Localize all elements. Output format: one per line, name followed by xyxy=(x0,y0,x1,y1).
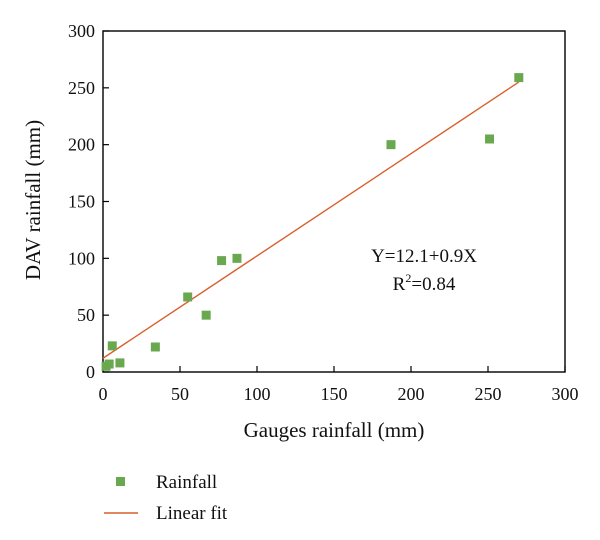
plot-frame xyxy=(102,30,566,373)
legend-marker-rainfall xyxy=(116,477,125,486)
points-layer xyxy=(101,73,524,371)
r2-annotation: R2=0.84 xyxy=(393,271,456,295)
equation-annotation: Y=12.1+0.9X xyxy=(371,246,477,267)
data-point xyxy=(107,341,117,351)
y-tick-label: 200 xyxy=(68,135,95,155)
data-point xyxy=(232,253,242,263)
y-tick-label: 250 xyxy=(68,78,95,98)
r2-superscript: 2 xyxy=(405,271,411,285)
r2-suffix: =0.84 xyxy=(411,274,455,295)
data-point xyxy=(150,342,160,352)
data-point xyxy=(386,140,396,150)
y-axis-ticks: 0 50 100 150 200 250 300 xyxy=(68,21,109,382)
y-axis-title: DAV rainfall (mm) xyxy=(21,120,45,280)
data-point xyxy=(104,359,114,369)
legend-label-linear-fit: Linear fit xyxy=(156,503,228,524)
data-point xyxy=(485,134,495,144)
data-point xyxy=(217,256,227,266)
plot-area-border xyxy=(102,30,566,373)
x-tick-label: 100 xyxy=(244,384,271,404)
x-tick-label: 250 xyxy=(475,384,502,404)
data-point xyxy=(183,292,193,302)
y-tick-label: 100 xyxy=(68,248,95,268)
x-tick-label: 200 xyxy=(398,384,425,404)
x-axis-ticks: 0 50 100 150 200 250 300 xyxy=(99,366,579,404)
y-tick-label: 150 xyxy=(68,192,95,212)
x-tick-label: 150 xyxy=(321,384,348,404)
x-tick-label: 300 xyxy=(552,384,579,404)
x-tick-label: 50 xyxy=(171,384,189,404)
fit-line-layer xyxy=(102,81,520,359)
legend: Rainfall Linear fit xyxy=(104,472,228,524)
data-point xyxy=(115,358,125,368)
x-axis-title: Gauges rainfall (mm) xyxy=(244,418,425,442)
data-point xyxy=(201,310,211,320)
x-tick-label: 0 xyxy=(99,384,108,404)
y-tick-label: 300 xyxy=(68,21,95,41)
r2-prefix: R xyxy=(393,274,406,295)
legend-label-rainfall: Rainfall xyxy=(156,472,217,493)
y-tick-label: 0 xyxy=(86,362,95,382)
y-tick-label: 50 xyxy=(77,305,95,325)
linear-fit-line xyxy=(102,81,520,359)
data-point xyxy=(514,73,524,83)
